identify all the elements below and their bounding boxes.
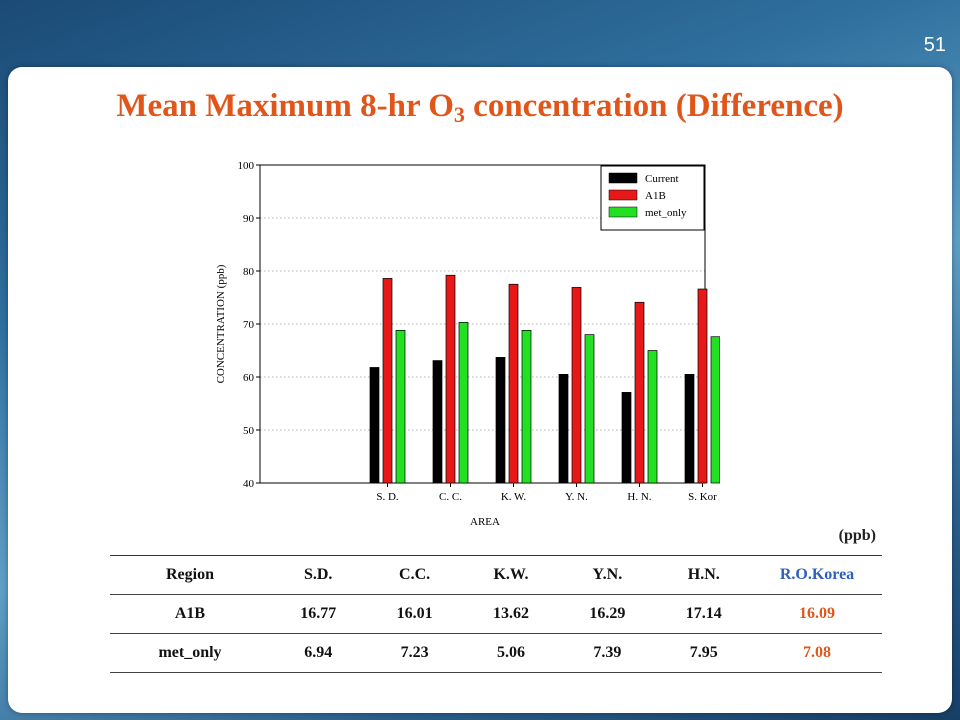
x-tick-label: H. N. (627, 491, 651, 503)
y-tick-label: 90 (243, 213, 255, 225)
table-cell-total: 16.09 (752, 594, 882, 634)
bar-met-only (647, 350, 658, 484)
bar-current (369, 367, 380, 484)
title-subscript: 3 (453, 102, 465, 127)
table-cell: 5.06 (462, 633, 560, 673)
legend-label: A1B (645, 190, 666, 202)
table-cell: 7.95 (655, 633, 752, 673)
bar-current (558, 374, 569, 484)
bar-a1b (445, 274, 456, 484)
bar-a1b (697, 288, 708, 484)
bar-current (621, 392, 632, 484)
table-header-row: Region S.D. C.C. K.W. Y.N. H.N. R.O.Kore… (110, 555, 882, 595)
legend-label: Current (645, 173, 679, 185)
bar-chart: 40 50 60 70 80 90 100 S. D. C. C. K. W. Y. N. H. N.… (215, 160, 720, 528)
bar-met-only (710, 336, 720, 484)
x-tick-label: S. D. (376, 491, 399, 503)
header-yn: Y.N. (559, 555, 656, 595)
legend-label: met_only (645, 207, 687, 219)
bar-a1b (571, 287, 582, 484)
x-tick-label: K. W. (501, 491, 527, 503)
bar-met-only (395, 330, 406, 484)
difference-table: Region S.D. C.C. K.W. Y.N. H.N. R.O.Kore… (110, 555, 882, 673)
legend-swatch (608, 172, 638, 184)
y-tick-label: 80 (243, 266, 255, 278)
table-cell-total: 7.08 (752, 633, 882, 673)
y-tick-label: 40 (243, 478, 255, 490)
x-tick-label: Y. N. (565, 491, 588, 503)
slide-title: Mean Maximum 8-hr O3 concentration (Diff… (0, 88, 960, 127)
table-cell: 7.39 (559, 633, 656, 673)
bar-a1b (382, 278, 393, 484)
bar-met-only (521, 330, 532, 484)
y-tick-label: 70 (243, 319, 255, 331)
bar-met-only (584, 334, 595, 484)
x-tick-label: C. C. (439, 491, 462, 503)
y-axis-title: CONCENTRATION (ppb) (215, 264, 227, 383)
title-main: Mean Maximum 8-hr O (116, 88, 454, 124)
bar-current (432, 360, 443, 484)
legend-swatch (608, 189, 638, 201)
bar-current (495, 357, 506, 484)
table-cell: 13.62 (462, 594, 560, 634)
table-cell: 17.14 (655, 594, 752, 634)
table-row: A1B 16.77 16.01 13.62 16.29 17.14 16.09 (110, 594, 882, 634)
legend-swatch (608, 206, 638, 218)
row-label: A1B (110, 594, 270, 634)
title-rest: concentration (Difference) (464, 88, 844, 124)
header-kw: K.W. (462, 555, 560, 595)
table-cell: 16.01 (366, 594, 463, 634)
x-tick-label: S. Kor (688, 491, 717, 503)
bar-a1b (508, 283, 519, 484)
y-tick-label: 100 (238, 160, 255, 172)
header-region: Region (110, 555, 270, 595)
table-unit: (ppb) (838, 527, 876, 544)
y-tick-label: 50 (243, 425, 255, 437)
header-sd: S.D. (270, 555, 367, 595)
table-row: met_only 6.94 7.23 5.06 7.39 7.95 7.08 (110, 633, 882, 673)
bar-a1b (634, 301, 645, 484)
slide-number: 51 (923, 34, 946, 56)
row-label: met_only (110, 633, 270, 673)
bar-current (684, 374, 695, 484)
y-tick-label: 60 (243, 372, 255, 384)
table-cell: 7.23 (366, 633, 463, 673)
table-cell: 6.94 (270, 633, 367, 673)
header-cc: C.C. (366, 555, 463, 595)
header-rokorea: R.O.Korea (752, 555, 882, 595)
x-axis-title: AREA (470, 516, 500, 528)
table-cell: 16.77 (270, 594, 367, 634)
bar-met-only (458, 322, 469, 484)
table-cell: 16.29 (559, 594, 656, 634)
header-hn: H.N. (655, 555, 752, 595)
